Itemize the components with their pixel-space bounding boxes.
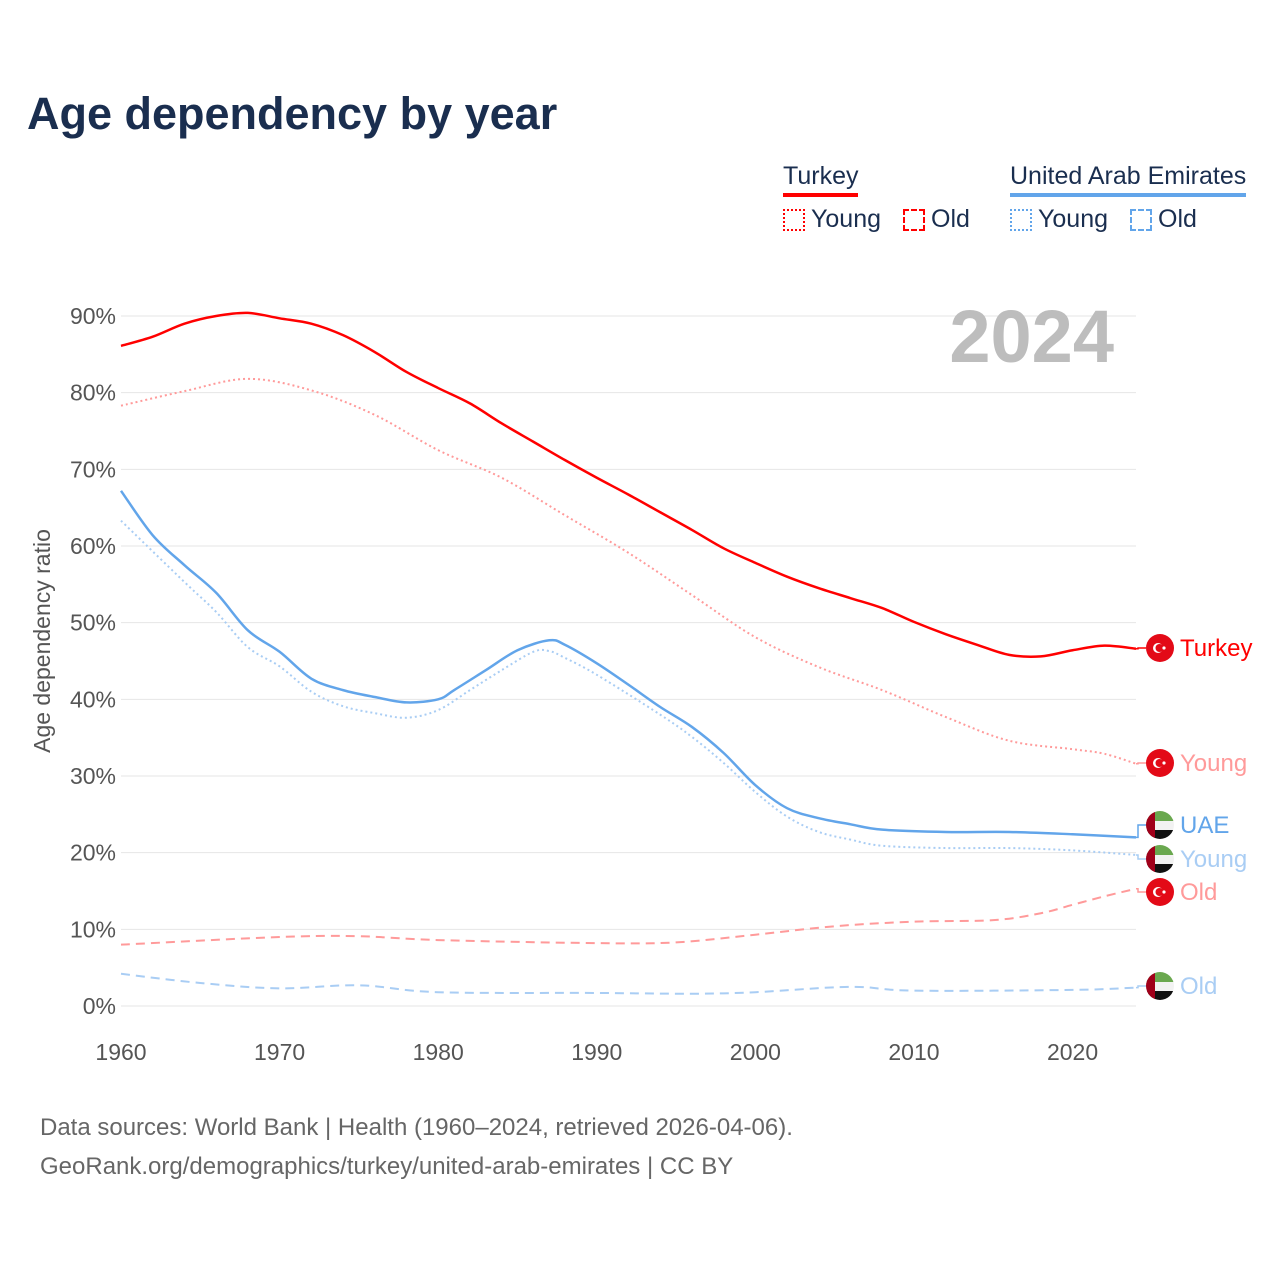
series-line-turkey[interactable] xyxy=(120,311,1137,659)
end-label: Turkey xyxy=(1180,635,1252,662)
legend-label: Young xyxy=(1038,205,1108,233)
dashed-swatch-icon xyxy=(903,208,925,231)
legend-turkey-old[interactable]: Old xyxy=(903,205,970,234)
y-tick-label: 20% xyxy=(70,840,116,866)
end-label: Young xyxy=(1180,750,1247,777)
label-connector xyxy=(1136,887,1146,893)
x-tick-label: 1990 xyxy=(571,1039,622,1065)
x-tick-label: 1960 xyxy=(95,1039,146,1065)
label-connector xyxy=(1136,985,1146,989)
y-tick-label: 90% xyxy=(70,303,116,329)
turkey-flag-icon xyxy=(1146,634,1174,662)
series-line-uae-young[interactable] xyxy=(120,519,1137,856)
dotted-swatch-icon xyxy=(783,208,805,231)
y-axis-label: Age dependency ratio xyxy=(29,529,55,753)
series-line-turkey-young[interactable] xyxy=(120,377,1137,765)
y-tick-label: 0% xyxy=(83,993,116,1019)
label-connector xyxy=(1136,762,1146,765)
year-label: 2024 xyxy=(949,295,1114,378)
uae-flag-icon xyxy=(1146,811,1174,839)
legend-label: Young xyxy=(811,205,881,233)
end-label: UAE xyxy=(1180,812,1229,839)
label-connector xyxy=(1136,824,1146,839)
y-tick-label: 50% xyxy=(70,610,116,636)
x-tick-label: 2020 xyxy=(1047,1039,1098,1065)
y-tick-label: 70% xyxy=(70,456,116,482)
uae-flag-icon xyxy=(1146,845,1174,873)
chart-title: Age dependency by year xyxy=(27,88,558,139)
x-tick-label: 1980 xyxy=(413,1039,464,1065)
label-connector xyxy=(1136,647,1146,650)
legend-turkey-young[interactable]: Young xyxy=(783,205,881,234)
legend-uae-old[interactable]: Old xyxy=(1130,205,1197,234)
y-tick-label: 60% xyxy=(70,533,116,559)
end-label: Old xyxy=(1180,973,1217,1000)
uae-flag-icon xyxy=(1146,972,1174,1000)
label-connector xyxy=(1136,854,1146,860)
x-tick-label: 2000 xyxy=(730,1039,781,1065)
end-label: Old xyxy=(1180,879,1217,906)
series-line-uae[interactable] xyxy=(119,490,1137,839)
legend-uae[interactable]: United Arab Emirates xyxy=(1010,162,1247,197)
y-tick-label: 10% xyxy=(70,916,116,942)
turkey-flag-icon xyxy=(1146,749,1174,777)
dotted-swatch-icon xyxy=(1010,208,1032,231)
legend-label: Old xyxy=(931,205,970,233)
footer-sources: Data sources: World Bank | Health (1960–… xyxy=(40,1114,793,1141)
dashed-swatch-icon xyxy=(1130,208,1152,231)
x-tick-label: 2010 xyxy=(888,1039,939,1065)
footer: Data sources: World Bank | Health (1960–… xyxy=(40,1108,793,1186)
line-chart: 0% 10% 20% 30% 40% 50% 60% 70% 80% 90% 1960 1970 198… xyxy=(29,295,1252,1065)
x-tick-label: 1970 xyxy=(254,1039,305,1065)
turkey-flag-icon xyxy=(1146,878,1174,906)
legend-label: Old xyxy=(1158,205,1197,233)
legend-uae-young[interactable]: Young xyxy=(1010,205,1108,234)
series-line-turkey-old[interactable] xyxy=(120,887,1137,946)
y-tick-label: 30% xyxy=(70,763,116,789)
footer-link[interactable]: GeoRank.org/demographics/turkey/united-a… xyxy=(40,1153,734,1180)
series-line-uae-old[interactable] xyxy=(120,972,1137,995)
end-label: Young xyxy=(1180,846,1247,873)
legend-turkey[interactable]: Turkey xyxy=(783,162,859,197)
y-tick-label: 40% xyxy=(70,686,116,712)
y-tick-label: 80% xyxy=(70,380,116,406)
